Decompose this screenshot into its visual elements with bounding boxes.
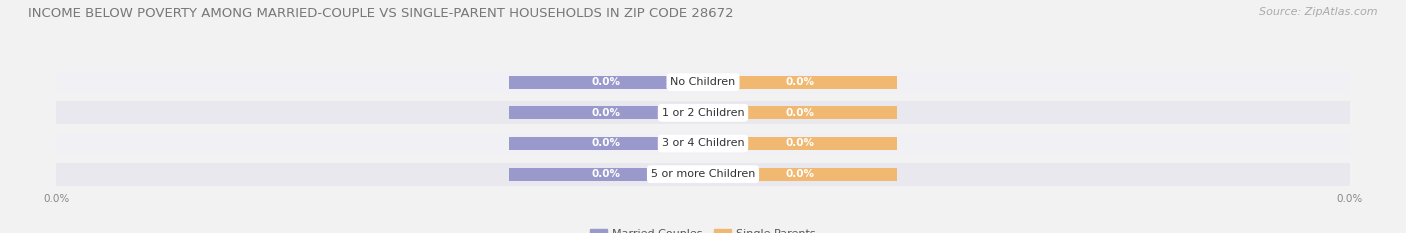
Text: 0.0%: 0.0%	[786, 77, 814, 87]
Bar	[509, 106, 703, 119]
Text: 0.0%: 0.0%	[786, 169, 814, 179]
Bar	[56, 163, 1350, 186]
Text: 3 or 4 Children: 3 or 4 Children	[662, 138, 744, 148]
Text: 0.0%: 0.0%	[592, 169, 620, 179]
Text: Source: ZipAtlas.com: Source: ZipAtlas.com	[1260, 7, 1378, 17]
Bar	[56, 132, 1350, 155]
Text: INCOME BELOW POVERTY AMONG MARRIED-COUPLE VS SINGLE-PARENT HOUSEHOLDS IN ZIP COD: INCOME BELOW POVERTY AMONG MARRIED-COUPL…	[28, 7, 734, 20]
Text: 1 or 2 Children: 1 or 2 Children	[662, 108, 744, 118]
Bar	[703, 106, 897, 119]
Text: 0.0%: 0.0%	[786, 138, 814, 148]
Text: 0.0%: 0.0%	[592, 108, 620, 118]
Bar	[56, 101, 1350, 124]
Text: 0.0%: 0.0%	[786, 108, 814, 118]
Text: 0.0%: 0.0%	[592, 138, 620, 148]
Bar	[703, 137, 897, 150]
Bar	[703, 168, 897, 181]
Bar	[509, 137, 703, 150]
Bar	[509, 76, 703, 89]
Bar	[56, 71, 1350, 94]
Legend: Married Couples, Single Parents: Married Couples, Single Parents	[586, 224, 820, 233]
Text: 0.0%: 0.0%	[592, 77, 620, 87]
Text: No Children: No Children	[671, 77, 735, 87]
Text: 5 or more Children: 5 or more Children	[651, 169, 755, 179]
Bar	[703, 76, 897, 89]
Bar	[509, 168, 703, 181]
